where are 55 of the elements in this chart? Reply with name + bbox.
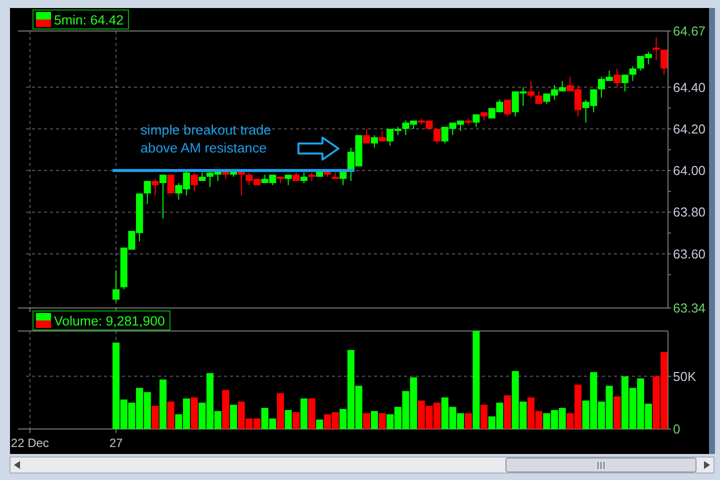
bar [316, 420, 324, 429]
candlestick [504, 99, 512, 117]
y-tick-label: 50K [673, 368, 696, 384]
candlestick [472, 114, 480, 128]
candlestick [363, 128, 370, 144]
candlestick [535, 90, 542, 104]
candlestick [152, 178, 159, 196]
candlestick [614, 68, 621, 88]
bar [363, 413, 370, 429]
chart-title: 5min: 64.42 [54, 12, 124, 28]
annotation: simple breakout trade above AM resistance [140, 122, 272, 156]
y-tick-label: 64.20 [673, 121, 706, 136]
bar [284, 410, 292, 429]
bar [152, 406, 159, 429]
bar [308, 398, 316, 429]
candlestick [144, 180, 151, 204]
bar [300, 398, 308, 429]
candlestick [190, 172, 198, 192]
bar [378, 413, 386, 429]
y-tick-label: 0 [673, 422, 680, 437]
bar [480, 404, 488, 429]
candlestick [300, 172, 308, 184]
bar [222, 390, 230, 429]
y-tick-label: 64.40 [673, 80, 706, 95]
bar [292, 412, 300, 429]
bar [190, 397, 198, 429]
bar [370, 411, 378, 429]
candlestick [167, 174, 174, 194]
bar [230, 404, 237, 429]
candlestick [527, 80, 535, 98]
candlestick [629, 66, 636, 82]
candlestick [112, 270, 120, 302]
bar [472, 331, 480, 429]
chart-title: Volume: 9,281,900 [54, 314, 165, 328]
y-tick-label: 64.00 [673, 163, 706, 178]
bar [504, 395, 512, 429]
y-tick-label: 64.67 [673, 24, 706, 39]
bar [167, 402, 174, 429]
bar [614, 396, 621, 429]
y-tick-label: 63.34 [673, 300, 706, 316]
bar [464, 413, 472, 429]
candlestick [434, 128, 441, 144]
y-tick-label: 63.80 [673, 204, 706, 220]
y-tick-label: 63.60 [673, 246, 706, 262]
candlestick [284, 174, 292, 186]
x-tick-label: 27 [109, 436, 124, 450]
candlestick [370, 134, 378, 148]
candlestick [378, 130, 386, 142]
candlestick [660, 49, 668, 76]
candlestick [159, 174, 167, 219]
x-tick-label: 22 Dec [10, 436, 49, 450]
candlestick [652, 36, 660, 61]
bar [276, 393, 284, 429]
bar [159, 379, 167, 429]
candlestick [621, 74, 628, 92]
